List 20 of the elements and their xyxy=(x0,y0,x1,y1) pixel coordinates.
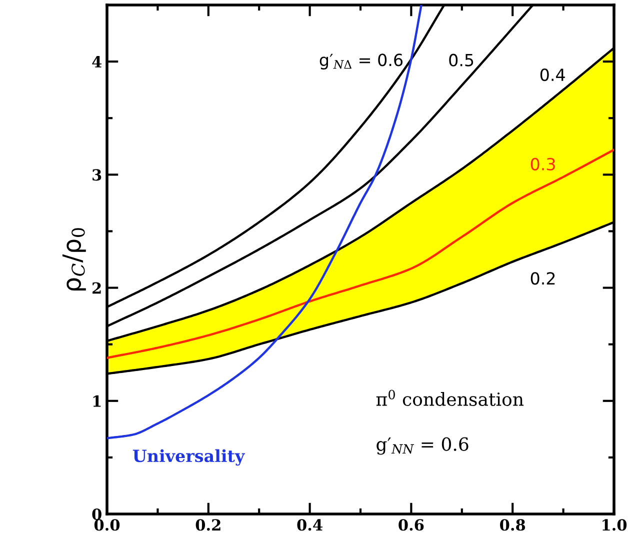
series-label: 0.4 xyxy=(540,68,565,82)
y-tick-label: 1 xyxy=(93,395,101,407)
series-label: 0.3 xyxy=(530,158,555,170)
x-tick-label: 0.4 xyxy=(297,519,322,531)
annotation: g′$_{NN}$ = 0.6 xyxy=(376,437,468,455)
series-label: 0.5 xyxy=(449,54,474,66)
x-tick-label: 1.0 xyxy=(602,519,627,531)
series-label: g′$_{NΔ}$ = 0.6 xyxy=(320,54,403,70)
series-label: 0.2 xyxy=(530,272,555,285)
y-tick-label: 2 xyxy=(92,282,101,294)
y-axis-title: ρ$_{C}$/ρ$_{0}$ xyxy=(62,228,86,290)
annotation: π$^{0}$ condensation xyxy=(376,390,524,406)
y-tick-label: 3 xyxy=(92,169,102,181)
y-tick-label: 0 xyxy=(92,508,102,520)
x-tick-label: 0.8 xyxy=(500,519,526,531)
x-tick-label: 0.6 xyxy=(398,519,424,531)
x-tick-label: 0.0 xyxy=(94,519,120,531)
series-label: Universality xyxy=(132,449,246,466)
y-tick-label: 4 xyxy=(92,56,102,68)
x-tick-label: 0.2 xyxy=(196,519,220,531)
